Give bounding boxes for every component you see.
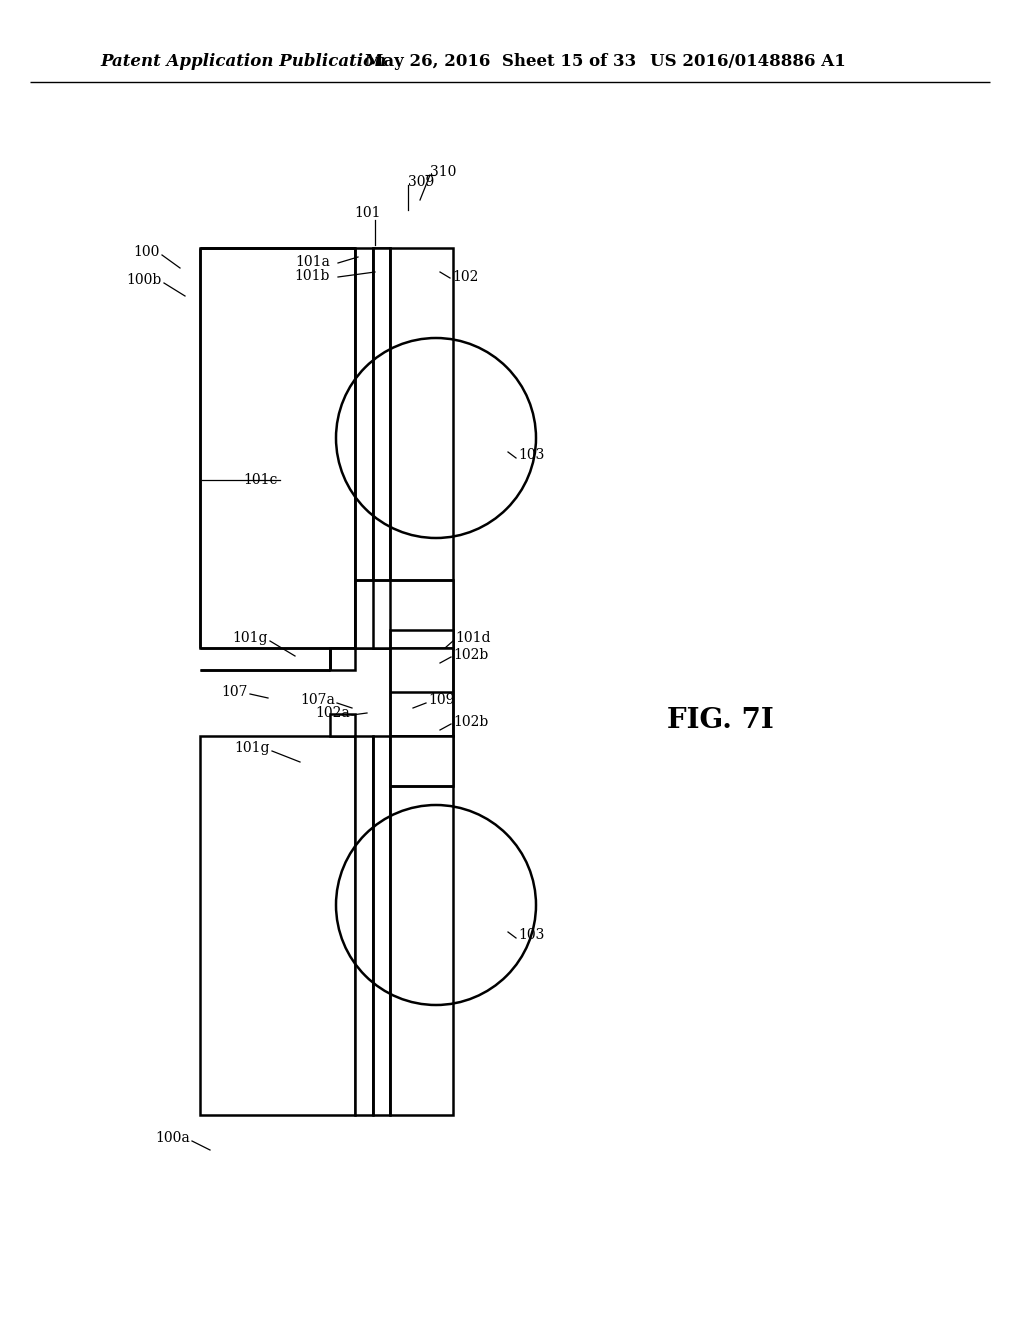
Bar [373, 248, 390, 648]
Bar [390, 248, 453, 648]
Bar [390, 630, 453, 648]
Bar [355, 737, 373, 1115]
Bar [390, 648, 453, 737]
Text: 101g: 101g [232, 631, 268, 645]
Bar [390, 737, 453, 1115]
Text: FIG. 7I: FIG. 7I [667, 706, 773, 734]
Text: 101a: 101a [295, 255, 330, 269]
Bar [355, 248, 373, 648]
Bar [200, 737, 355, 1115]
Text: 310: 310 [430, 165, 457, 180]
Text: Patent Application Publication: Patent Application Publication [100, 54, 386, 70]
Text: 107a: 107a [300, 693, 335, 708]
Text: 100b: 100b [127, 273, 162, 286]
Text: 102: 102 [452, 271, 478, 284]
Text: 100: 100 [133, 246, 160, 259]
Text: 101: 101 [354, 206, 381, 220]
Text: 101g: 101g [234, 741, 270, 755]
Bar [330, 648, 355, 671]
Text: 107: 107 [221, 685, 248, 700]
Text: 109: 109 [428, 693, 455, 708]
Text: 102b: 102b [453, 715, 488, 729]
Text: May 26, 2016  Sheet 15 of 33: May 26, 2016 Sheet 15 of 33 [365, 54, 636, 70]
Text: 101b: 101b [295, 269, 330, 282]
Text: 103: 103 [518, 447, 545, 462]
Bar [330, 714, 355, 737]
Text: 101d: 101d [455, 631, 490, 645]
Bar [355, 579, 453, 648]
Text: 102b: 102b [453, 648, 488, 663]
Bar [390, 737, 453, 785]
Bar [373, 248, 390, 648]
Text: 103: 103 [518, 928, 545, 942]
Text: 309: 309 [408, 176, 434, 189]
Text: 102a: 102a [315, 706, 350, 719]
Text: 100a: 100a [156, 1131, 190, 1144]
Bar [373, 737, 390, 1115]
Text: 101c: 101c [244, 473, 278, 487]
Bar [200, 248, 355, 648]
Text: US 2016/0148886 A1: US 2016/0148886 A1 [650, 54, 846, 70]
